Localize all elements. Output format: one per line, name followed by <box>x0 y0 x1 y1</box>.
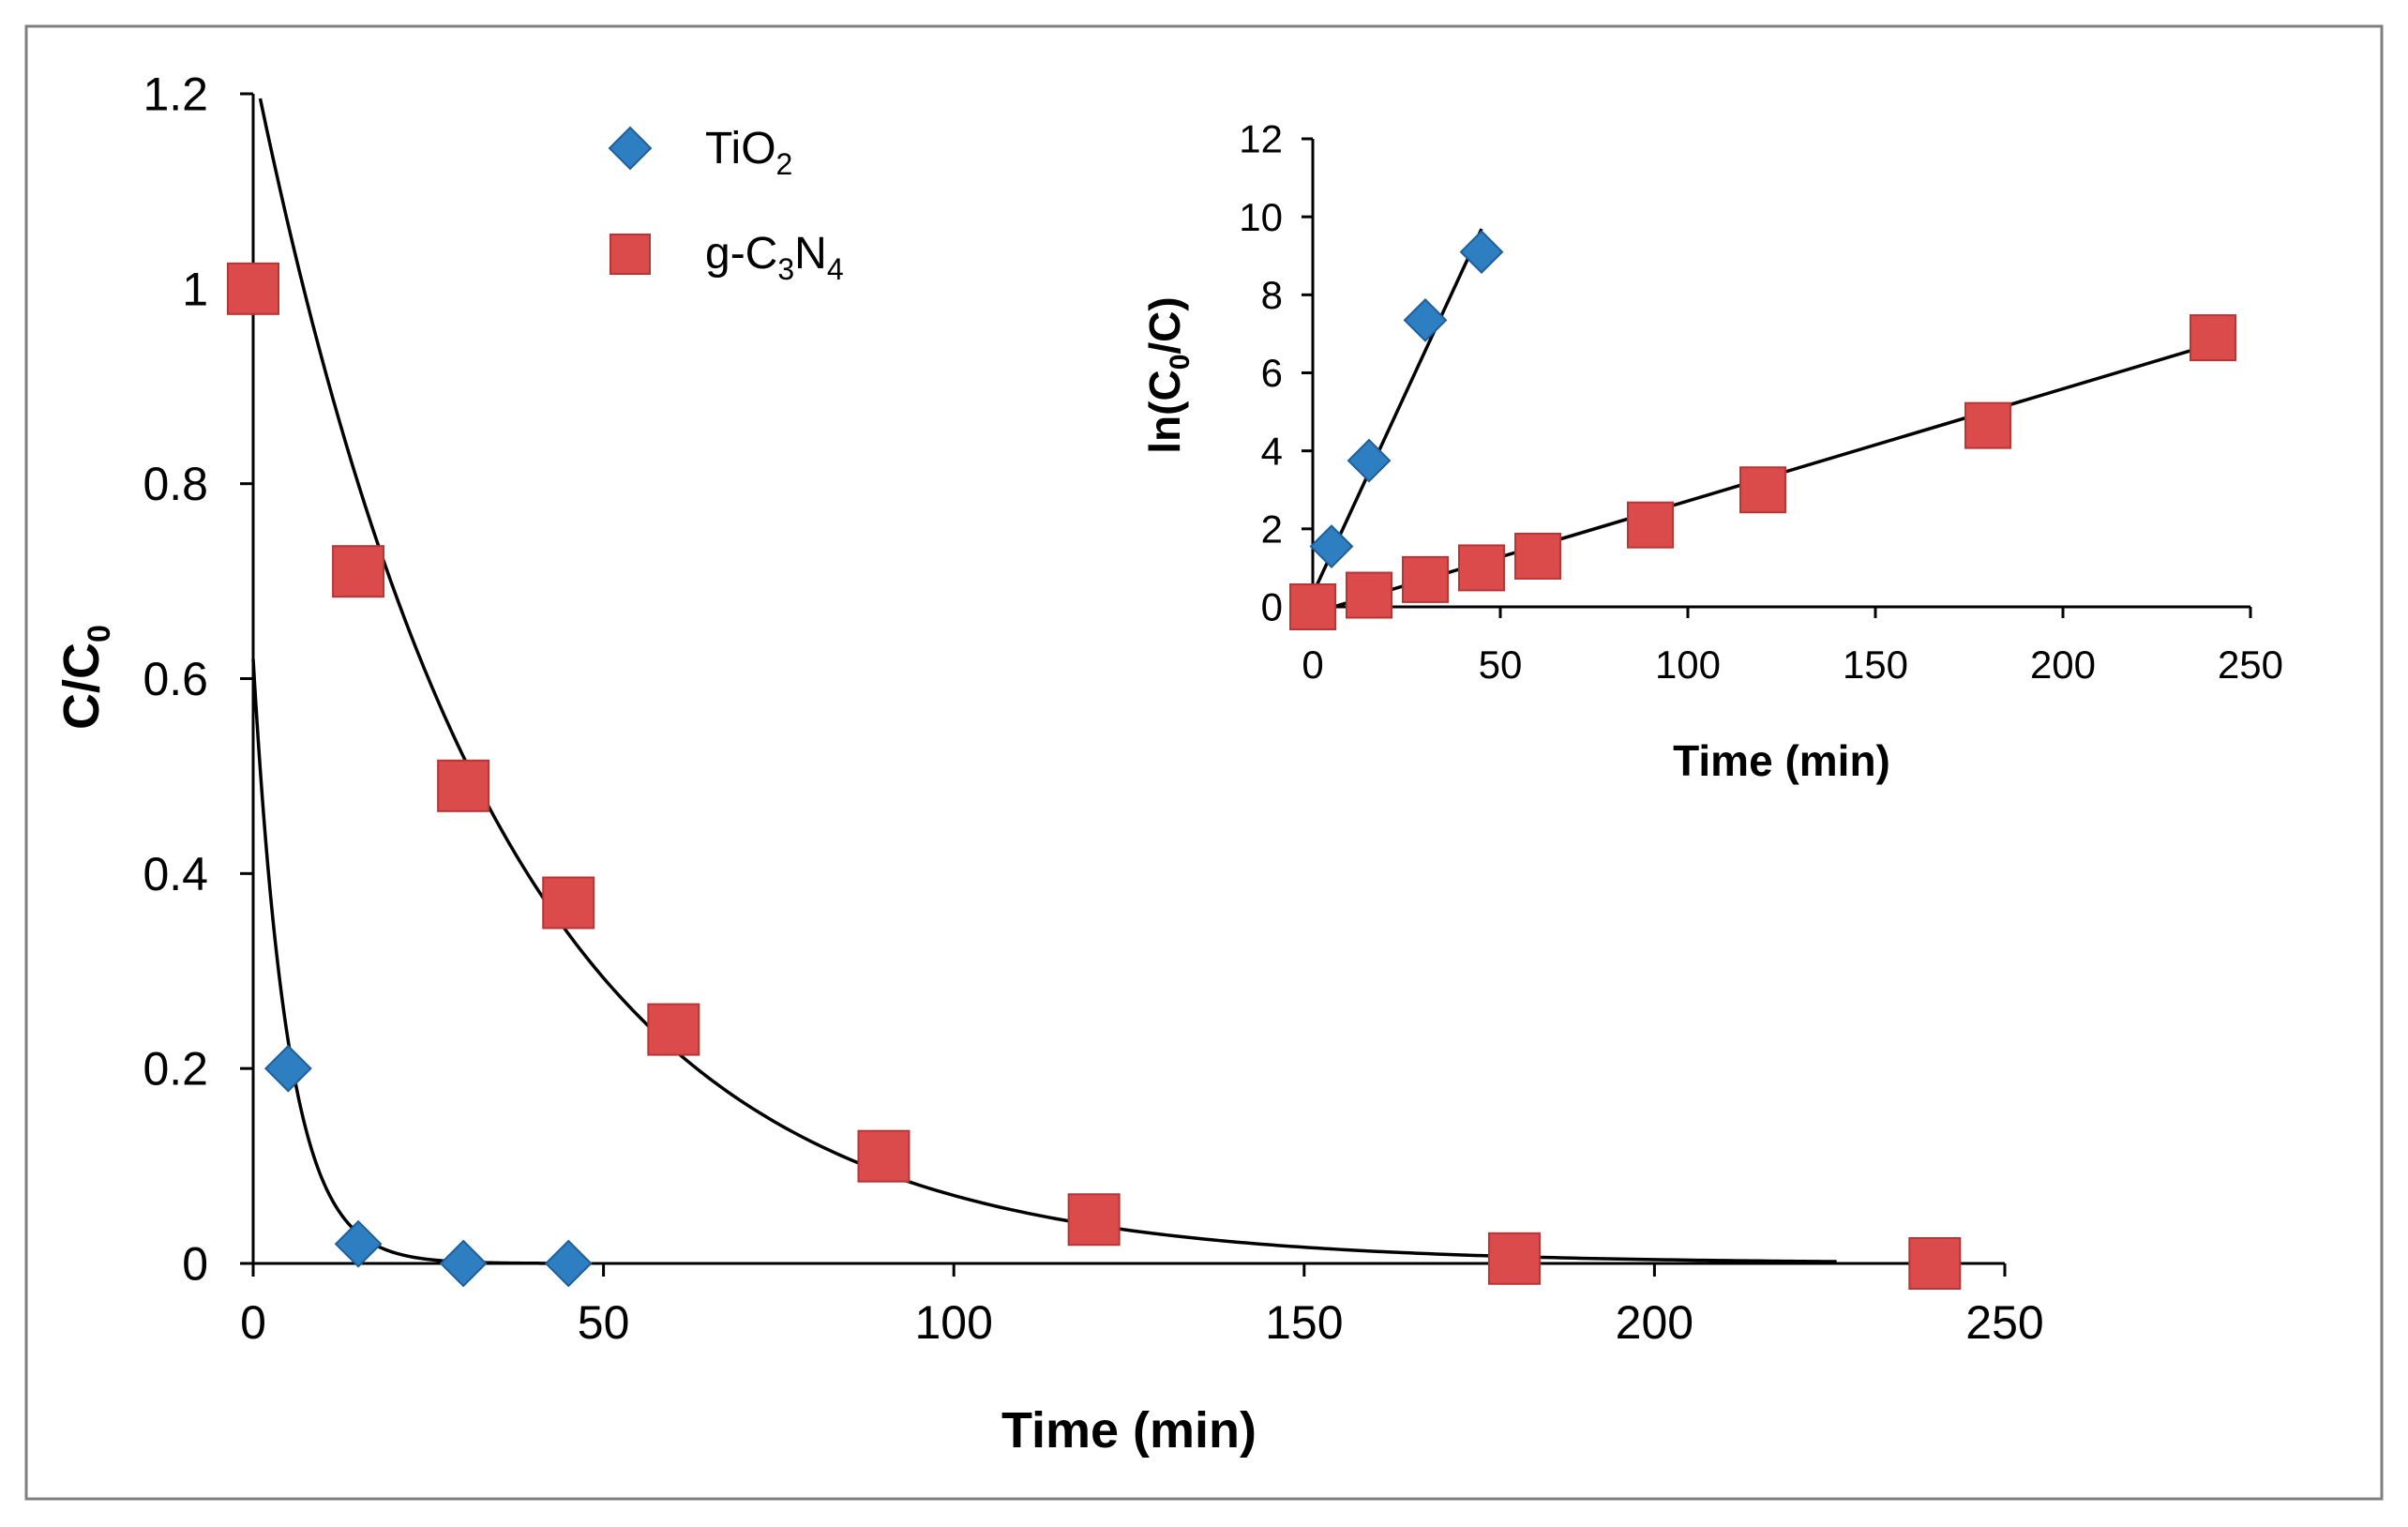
inset-plot: 0 50 100 150 200 250 0 2 4 6 8 10 12 Time (min) ln(C… <box>1140 117 2283 785</box>
inset-y-tick-label: 2 <box>1261 507 1283 552</box>
main-point-gc3n4 <box>227 262 279 315</box>
main-point-gc3n4 <box>437 759 490 812</box>
inset-x-tick-label: 50 <box>1479 643 1523 687</box>
legend: TiO2 g-C3N4 <box>608 124 844 286</box>
main-point-tio2 <box>263 1044 312 1093</box>
main-x-tick-label: 250 <box>1965 1296 2043 1349</box>
main-y-axis-title-sub: 0 <box>82 625 117 643</box>
inset-x-tick-label: 200 <box>2030 643 2096 687</box>
main-point-gc3n4 <box>332 545 385 598</box>
main-y-tick-label: 0.6 <box>143 653 208 705</box>
main-y-tick-label: 0.2 <box>143 1043 208 1096</box>
main-point-gc3n4 <box>542 876 595 930</box>
legend-marker-gc3n4 <box>610 234 651 275</box>
inset-point-tio2 <box>1403 297 1448 342</box>
main-x-tick-label: 150 <box>1265 1296 1343 1349</box>
main-point-tio2 <box>439 1239 488 1288</box>
legend-label-gc3n4-sub2: 4 <box>827 252 844 286</box>
inset-point-tio2 <box>1309 524 1354 568</box>
inset-y-tick-label: 4 <box>1261 429 1283 473</box>
figure-frame <box>24 24 2384 1501</box>
inset-y-tick-label: 8 <box>1261 273 1283 317</box>
main-point-tio2 <box>334 1219 383 1268</box>
main-x-tick-label: 200 <box>1616 1296 1693 1349</box>
legend-label-gc3n4-mid: N <box>794 229 827 279</box>
legend-label-gc3n4-sub1: 3 <box>777 252 794 286</box>
inset-y-axis-title-sub: 0 <box>1165 355 1196 370</box>
inset-y-tick-label: 12 <box>1239 117 1283 161</box>
main-point-gc3n4 <box>1487 1232 1541 1285</box>
main-y-tick-label: 0.4 <box>143 848 208 900</box>
main-x-tick-label: 0 <box>240 1296 266 1349</box>
main-point-gc3n4 <box>1067 1193 1121 1247</box>
main-point-gc3n4 <box>647 1003 700 1056</box>
inset-y-tick-label: 10 <box>1239 195 1283 239</box>
inset-ticks: 0 50 100 150 200 250 0 2 4 6 8 10 12 <box>1239 117 2283 687</box>
inset-y-tick-label: 6 <box>1261 351 1283 395</box>
legend-label-tio2: TiO2 <box>705 124 792 181</box>
inset-x-axis-title: Time (min) <box>1673 736 1890 785</box>
main-points <box>227 262 1962 1290</box>
inset-point-gc3n4 <box>1458 544 1505 592</box>
main-point-gc3n4 <box>1908 1237 1962 1290</box>
main-y-axis-title-base: C/C <box>53 643 110 730</box>
legend-item-tio2: TiO2 <box>608 124 792 181</box>
inset-point-gc3n4 <box>2190 314 2236 362</box>
inset-point-gc3n4 <box>1346 571 1392 619</box>
inset-point-gc3n4 <box>1514 532 1561 580</box>
inset-x-tick-label: 150 <box>1843 643 1908 687</box>
legend-label-tio2-base: TiO <box>705 124 776 174</box>
inset-point-gc3n4 <box>1964 401 2011 449</box>
inset-x-tick-label: 250 <box>2218 643 2283 687</box>
main-y-tick-label: 1 <box>182 263 208 315</box>
main-point-gc3n4 <box>857 1129 911 1183</box>
inset-point-tio2 <box>1347 438 1392 483</box>
main-y-tick-label: 0.8 <box>143 458 208 510</box>
inset-y-axis-title-pre: ln(C <box>1140 370 1189 453</box>
legend-label-gc3n4-base: g-C <box>705 229 777 279</box>
main-fit-line-gc3n4 <box>258 98 1837 1263</box>
inset-fit-line-tio2 <box>1311 228 1483 596</box>
inset-y-axis-title: ln(C0/C) <box>1140 296 1196 453</box>
inset-point-gc3n4 <box>1289 583 1336 630</box>
inset-point-gc3n4 <box>1627 501 1674 549</box>
inset-x-tick-label: 100 <box>1655 643 1721 687</box>
main-y-axis-title: C/C0 <box>53 625 117 730</box>
inset-point-gc3n4 <box>1402 555 1449 603</box>
legend-marker-tio2 <box>608 126 653 171</box>
legend-label-tio2-sub: 2 <box>776 147 793 181</box>
legend-item-gc3n4: g-C3N4 <box>610 229 844 286</box>
main-x-axis-title: Time (min) <box>1001 1402 1257 1459</box>
inset-y-axis-title-post: /C) <box>1140 296 1189 354</box>
main-y-tick-label: 0 <box>182 1238 208 1291</box>
main-point-tio2 <box>544 1239 593 1288</box>
inset-x-tick-label: 0 <box>1302 643 1323 687</box>
main-y-tick-label: 1.2 <box>143 68 208 121</box>
legend-label-gc3n4: g-C3N4 <box>705 229 844 286</box>
inset-point-gc3n4 <box>1739 466 1786 514</box>
inset-y-tick-label: 0 <box>1261 585 1283 629</box>
main-x-tick-label: 50 <box>578 1296 630 1349</box>
main-x-tick-label: 100 <box>914 1296 992 1349</box>
inset-points <box>1289 230 2236 630</box>
inset-point-tio2 <box>1459 230 1504 275</box>
